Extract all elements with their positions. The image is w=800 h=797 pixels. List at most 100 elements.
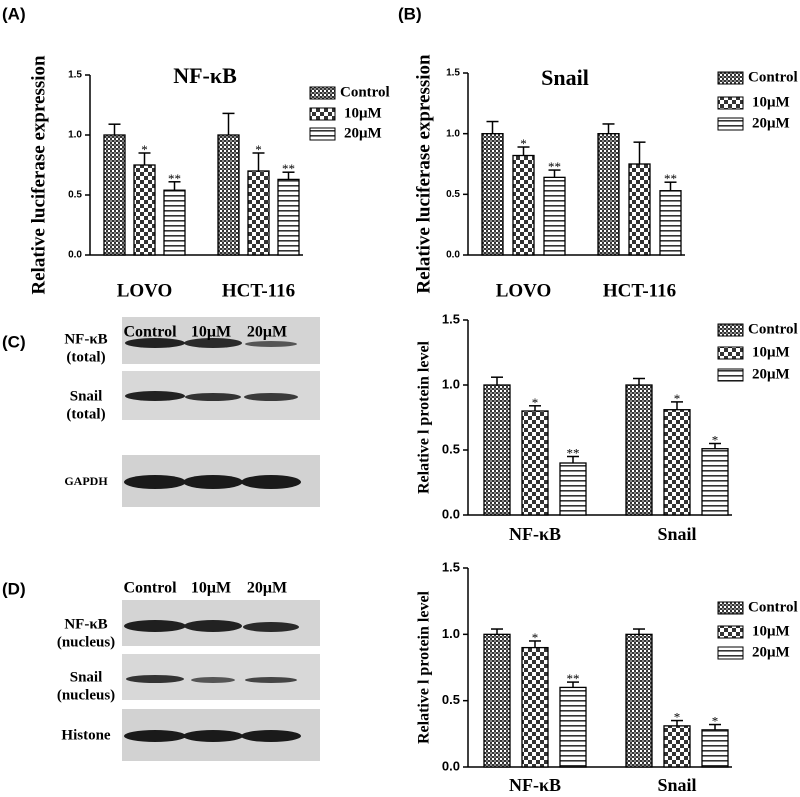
legend-label: 20μM xyxy=(752,644,790,660)
bar xyxy=(659,190,682,256)
panel-label: (B) xyxy=(398,4,422,23)
legend-swatch xyxy=(309,107,336,121)
bar xyxy=(663,725,691,768)
panel-label: (A) xyxy=(2,4,26,23)
bar xyxy=(625,633,653,768)
bar xyxy=(481,133,504,256)
bar xyxy=(483,384,511,516)
error-bar xyxy=(633,377,645,385)
blot-images xyxy=(122,317,320,761)
error-bar xyxy=(529,405,541,411)
bar xyxy=(512,154,535,256)
error-bar xyxy=(671,719,683,726)
error-bar xyxy=(567,455,579,463)
bar xyxy=(277,178,300,256)
panel-label: (C) xyxy=(2,332,26,351)
row-label: (total) xyxy=(66,406,105,422)
chart: Relative l protein level 0.0 0.5 1.0 1.5 NF-κ… xyxy=(416,559,798,795)
legend-label: 10μM xyxy=(344,105,382,121)
y-tick-label: 1.5 xyxy=(68,70,82,81)
row-label: Snail xyxy=(70,669,103,685)
error-bar xyxy=(108,123,121,135)
chart: Relative l protein level 0.0 0.5 1.0 1.5 NF-κ… xyxy=(416,311,798,544)
significance-label: * xyxy=(712,714,719,729)
error-bar xyxy=(529,640,541,648)
legend-label: 20μM xyxy=(752,366,790,382)
row-label: GAPDH xyxy=(64,474,108,488)
legend-swatch xyxy=(717,368,744,382)
error-bar xyxy=(664,181,677,191)
bar xyxy=(701,729,729,768)
bar xyxy=(483,633,511,768)
significance-label: * xyxy=(674,710,681,725)
legend-swatch xyxy=(717,646,744,660)
significance-label: * xyxy=(520,136,527,151)
significance-label: ** xyxy=(567,671,580,686)
bar xyxy=(247,170,270,256)
y-tick-label: 0.5 xyxy=(68,190,82,201)
legend-swatch xyxy=(717,346,744,360)
charts: (A) NF-κB Relative luciferase expression 0.… xyxy=(2,4,798,795)
legend-label: 20μM xyxy=(752,115,790,131)
significance-label: * xyxy=(532,395,539,410)
bar xyxy=(663,409,691,516)
legend-swatch xyxy=(717,71,744,85)
bar xyxy=(701,448,729,516)
y-tick-label: 0.5 xyxy=(442,692,460,707)
error-bar xyxy=(168,181,181,191)
x-tick-label: NF-κB xyxy=(509,524,561,544)
y-tick-label: 0.0 xyxy=(442,758,460,773)
y-tick-label: 0.0 xyxy=(442,506,460,521)
row-label: (total) xyxy=(66,349,105,365)
bar xyxy=(628,163,651,256)
significance-label: * xyxy=(141,142,148,157)
x-tick-label: HCT-116 xyxy=(222,280,295,301)
significance-label: * xyxy=(712,432,719,447)
bar xyxy=(597,133,620,256)
legend-label: Control xyxy=(748,69,798,85)
panel-label: (D) xyxy=(2,579,26,598)
error-bar xyxy=(517,146,530,156)
error-bar xyxy=(252,152,265,171)
y-axis-label: Relative luciferase expression xyxy=(28,55,49,295)
error-bar xyxy=(709,723,721,730)
y-tick-label: 0.0 xyxy=(446,250,460,261)
chart: (A) NF-κB Relative luciferase expression 0.… xyxy=(2,4,390,301)
legend-swatch xyxy=(717,96,744,110)
y-tick-label: 1.0 xyxy=(446,128,460,139)
y-axis-label: Relative l protein level xyxy=(416,340,433,494)
lane-label: Control xyxy=(123,324,177,341)
significance-label: ** xyxy=(282,161,295,176)
legend-label: 10μM xyxy=(752,623,790,639)
significance-label: ** xyxy=(168,171,181,186)
legend-swatch xyxy=(717,625,744,639)
legend-swatch xyxy=(309,127,336,141)
error-bar xyxy=(633,628,645,635)
row-label: NF-κB xyxy=(64,616,107,632)
bar xyxy=(521,646,549,768)
y-axis-label: Relative l protein level xyxy=(416,590,433,744)
error-bar xyxy=(709,442,721,449)
significance-label: ** xyxy=(567,445,580,460)
error-bar xyxy=(567,681,579,688)
error-bar xyxy=(138,152,151,165)
chart-title: Snail xyxy=(541,65,589,90)
error-bar xyxy=(491,628,503,635)
lane-label: 20μM xyxy=(247,580,287,597)
error-bar xyxy=(222,112,235,135)
x-tick-label: HCT-116 xyxy=(603,280,676,301)
legend-label: Control xyxy=(748,321,798,337)
legend-label: Control xyxy=(748,599,798,615)
y-tick-label: 1.5 xyxy=(442,311,460,326)
bar xyxy=(521,410,549,516)
blot-labels: (C) Control 10μM 20μM NF-κB (total) Snail (tota… xyxy=(2,324,287,744)
significance-label: ** xyxy=(548,159,561,174)
x-tick-label: Snail xyxy=(657,524,696,544)
x-tick-label: LOVO xyxy=(496,280,552,301)
y-axis-label: Relative luciferase expression xyxy=(413,54,434,294)
legend-swatch xyxy=(309,86,336,100)
bar xyxy=(559,462,587,516)
legend-label: 10μM xyxy=(752,94,790,110)
